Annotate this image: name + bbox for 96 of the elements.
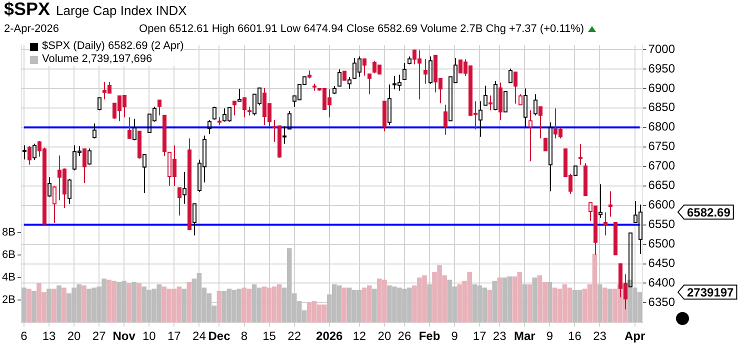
bar	[32, 291, 36, 323]
bar	[497, 277, 502, 323]
candlestick	[238, 88, 242, 102]
bar	[46, 288, 52, 323]
x-tick-label: 26	[398, 329, 412, 344]
candlestick	[528, 110, 532, 162]
x-tick-label: 27	[92, 329, 106, 344]
candlestick	[288, 110, 292, 130]
text: Open 6512.61 High 6601.91 Low 6474.94 Close 6582.69 Volume 2.7B Chg +7.37 (+0.11%)	[139, 22, 584, 37]
x-tick-label: 12	[352, 329, 366, 344]
x-tick-label: Apr	[624, 329, 646, 344]
bar	[26, 288, 32, 323]
y-tick-label: 6350	[648, 295, 676, 310]
x-tick-label: 15	[262, 329, 276, 344]
y-tick-label: 6750	[648, 139, 676, 154]
bar	[52, 288, 56, 323]
y2-tick-label: 2B	[2, 294, 16, 306]
candlestick	[388, 84, 392, 126]
x-tick-label: 16	[568, 329, 582, 344]
y2-tick-label: 6B	[2, 248, 16, 261]
candlestick	[282, 126, 286, 144]
candlestick	[478, 100, 482, 138]
bar	[597, 284, 602, 323]
y2-tick-label: 8B	[2, 226, 16, 238]
x-tick-label: Feb	[418, 329, 440, 344]
bar	[82, 285, 86, 323]
x-tick-label: 24	[192, 329, 206, 344]
candlestick	[348, 76, 352, 90]
x-tick-label: 2026	[316, 329, 344, 344]
x-tick-label: 20	[67, 329, 82, 344]
x-tick-label: 23	[492, 329, 507, 344]
x-tick-label: Nov	[112, 329, 136, 344]
bar	[372, 288, 377, 323]
legend-label: Volume 2,739,197,696	[42, 53, 152, 66]
x-tick-label: Mar	[514, 329, 536, 344]
candlestick	[132, 118, 136, 141]
candlestick	[142, 154, 146, 194]
x-tick-label: 17	[167, 329, 182, 344]
x-tick-label: 20	[378, 329, 392, 344]
x-tick-label: 22	[288, 329, 302, 344]
bar	[487, 290, 492, 323]
bar	[547, 282, 552, 323]
y-tick-label: 6450	[648, 256, 676, 270]
candlestick	[192, 203, 196, 236]
bar	[132, 282, 137, 323]
y2-tick-label: 4B	[2, 272, 16, 284]
y-tick-label: 6900	[648, 80, 676, 95]
candlestick	[428, 56, 432, 84]
legend-label: $SPX (Daily) 6582.69 (2 Apr)	[42, 40, 184, 53]
bar	[126, 283, 132, 323]
y-tick-label: 7000	[648, 42, 676, 56]
chart-subtitle: Large Cap Index INDX	[56, 3, 187, 18]
bar	[62, 288, 66, 323]
candlestick	[52, 185, 56, 224]
y-tick-label: 6400	[648, 276, 676, 290]
bar	[607, 288, 612, 323]
y-tick-label: 6700	[648, 158, 676, 173]
candlestick	[484, 85, 488, 106]
y-tick-label: 6500	[648, 236, 676, 251]
bar	[22, 288, 26, 323]
candlestick	[182, 171, 186, 204]
y-tick-label: 6800	[648, 120, 676, 134]
bar	[427, 284, 432, 323]
x-tick-label: 6	[20, 329, 28, 344]
text: 6582.69	[687, 205, 731, 220]
bar	[522, 284, 528, 323]
bar	[602, 288, 608, 323]
x-tick-label: 10	[142, 329, 156, 344]
y-tick-label: 6550	[648, 217, 676, 232]
candlestick	[524, 88, 528, 128]
candlestick	[548, 122, 552, 192]
x-tick-label: 17	[472, 329, 487, 344]
text: 2739197	[687, 285, 734, 300]
bar	[527, 284, 532, 323]
candlestick	[598, 184, 602, 218]
y-tick-label: 6950	[648, 61, 676, 76]
bar	[186, 282, 192, 323]
bar	[136, 283, 142, 323]
x-tick-label: 23	[593, 329, 607, 344]
x-tick-label: 9	[546, 329, 554, 344]
x-tick-label: 9	[451, 329, 458, 344]
bar	[182, 288, 187, 323]
bar	[216, 291, 222, 323]
bar	[532, 277, 538, 323]
bar	[492, 280, 498, 323]
candlestick	[402, 62, 406, 80]
x-tick-label: Dec	[208, 329, 231, 344]
y-tick-label: 6850	[648, 100, 676, 114]
bar	[56, 285, 62, 323]
y-tick-label: 6600	[648, 198, 676, 212]
chart-title: $SPX	[4, 0, 50, 19]
x-tick-label: 8	[240, 329, 248, 344]
x-tick-label: 13	[42, 329, 56, 344]
bar	[342, 288, 347, 323]
y-tick-label: 6650	[648, 178, 676, 192]
text: 2-Apr-2026	[4, 22, 60, 37]
